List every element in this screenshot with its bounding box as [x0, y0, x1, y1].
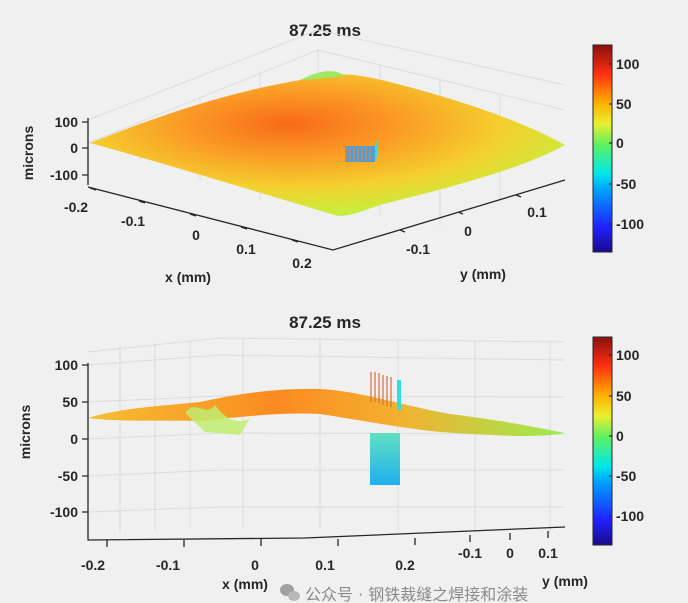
x-tick-label: 0.1 — [315, 557, 335, 573]
x-tick-label: -0.2 — [64, 199, 88, 215]
x-axis-label: x (mm) — [165, 269, 211, 285]
colorbar-tick-label: -50 — [616, 468, 636, 484]
y-tick-label: -0.1 — [458, 545, 482, 561]
colorbar-tick-label: 100 — [616, 56, 640, 72]
grid — [87, 337, 566, 534]
z-tick-label: -100 — [50, 504, 78, 520]
z-tick-label: -50 — [58, 468, 78, 484]
x-tick-label: 0 — [251, 557, 259, 573]
y-axis-label: y (mm) — [542, 573, 588, 589]
y-tick-label: 0 — [464, 223, 472, 239]
x-ticks: -0.2 -0.1 0 0.1 0.2 — [81, 531, 549, 573]
x-ticks: -0.2 -0.1 0 0.1 0.2 — [64, 187, 312, 271]
bottom-plot: 87.25 ms 100 50 0 -50 -100 -0.2 -0.1 0 0… — [17, 313, 644, 592]
colorbar-tick-label: 50 — [616, 388, 632, 404]
wechat-icon — [280, 584, 300, 601]
surface-hole — [370, 372, 401, 485]
x-tick-label: -0.1 — [121, 213, 145, 229]
surface — [90, 74, 565, 216]
colorbar-tick-label: 0 — [616, 428, 624, 444]
x-tick-label: 0 — [192, 227, 200, 243]
x-axis-label: x (mm) — [222, 576, 268, 592]
y-ticks: -0.1 0 0.1 — [458, 545, 558, 561]
colorbar-tick-label: 0 — [616, 135, 624, 151]
watermark: 公众号 · 钢铁裁缝之焊接和涂装 — [280, 584, 528, 603]
y-tick-label: 0.1 — [527, 204, 547, 220]
axes-lines — [87, 363, 566, 541]
colorbar-tick-label: -100 — [616, 508, 644, 524]
axes-lines — [87, 118, 566, 251]
z-tick-label: -100 — [50, 167, 78, 183]
top-plot: 87.25 ms 100 0 -100 -0.2 -0.1 0 0.1 0.2 — [20, 21, 644, 285]
z-axis-label: microns — [17, 405, 33, 460]
z-tick-label: 0 — [70, 140, 78, 156]
surface-hole — [345, 142, 377, 162]
colorbar: 100 50 0 -50 -100 — [592, 44, 644, 253]
colorbar-tick-label: 50 — [616, 96, 632, 112]
surface-ridge — [300, 71, 345, 80]
z-tick-label: 0 — [70, 431, 78, 447]
colorbar: 100 50 0 -50 -100 — [592, 336, 644, 546]
z-tick-label: 50 — [62, 394, 78, 410]
y-ticks: -0.1 0 0.1 — [399, 194, 547, 257]
x-tick-label: 0.2 — [292, 255, 312, 271]
surface — [88, 388, 565, 436]
x-tick-label: 0.2 — [395, 557, 415, 573]
colorbar-tick-label: -50 — [616, 176, 636, 192]
y-tick-label: 0.1 — [538, 545, 558, 561]
y-tick-label: -0.1 — [406, 241, 430, 257]
y-tick-label: 0 — [506, 545, 514, 561]
watermark-text: 公众号 · 钢铁裁缝之焊接和涂装 — [305, 585, 528, 603]
plot-title: 87.25 ms — [289, 313, 361, 332]
x-tick-label: 0.1 — [236, 241, 256, 257]
surface-underside — [185, 405, 250, 435]
y-axis-label: y (mm) — [460, 266, 506, 282]
z-axis-label: microns — [20, 126, 36, 181]
z-tick-label: 100 — [55, 357, 79, 373]
x-tick-label: -0.1 — [156, 557, 180, 573]
z-ticks: 100 50 0 -50 -100 — [50, 357, 88, 520]
x-tick-label: -0.2 — [81, 557, 105, 573]
colorbar-tick-label: 100 — [616, 347, 640, 363]
z-ticks: 100 0 -100 — [50, 114, 88, 183]
colorbar-tick-label: -100 — [616, 216, 644, 232]
z-tick-label: 100 — [55, 114, 79, 130]
